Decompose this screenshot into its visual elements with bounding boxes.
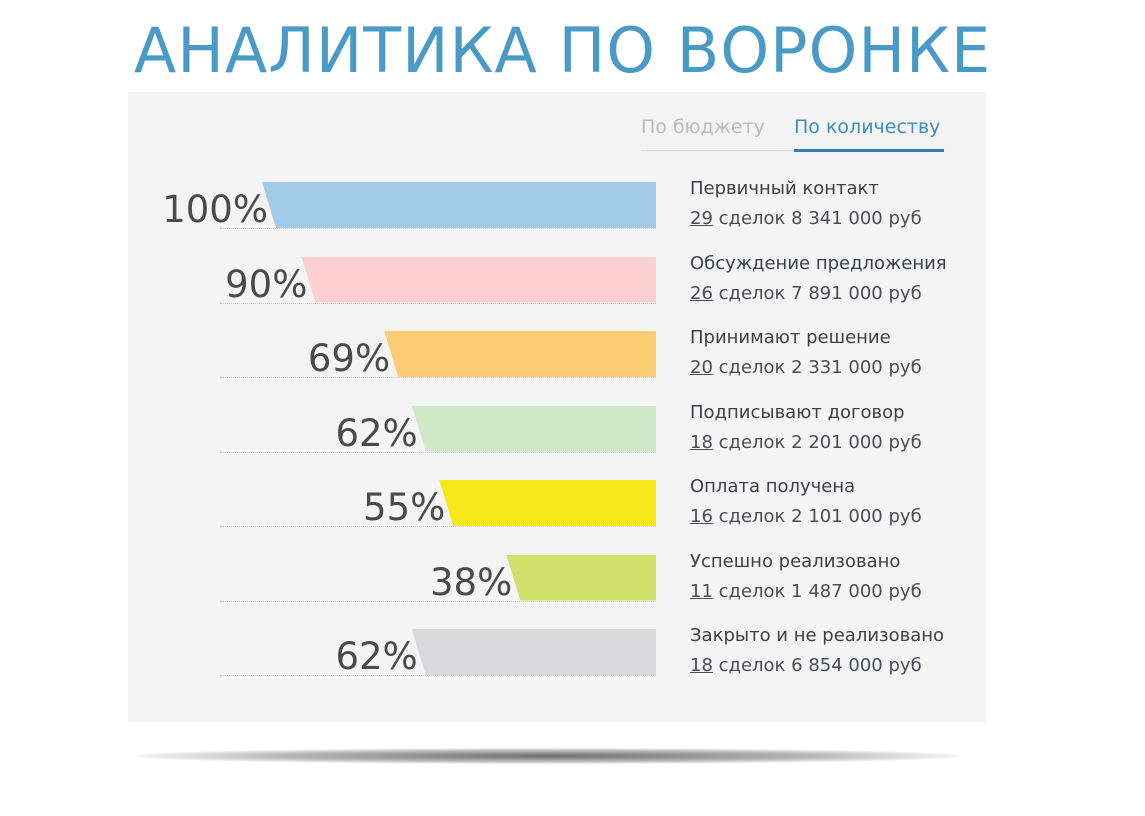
stage-name: Обсуждение предложения	[690, 252, 947, 274]
funnel-bar	[301, 256, 656, 303]
tab-divider	[641, 150, 944, 151]
stage-name: Закрыто и не реализовано	[690, 625, 945, 646]
deals-summary: сделок 2 101 000 руб	[712, 506, 922, 527]
stage-name: Принимают решение	[690, 327, 891, 348]
deals-count-link[interactable]: 18	[690, 655, 713, 676]
stage-name: Оплата получена	[690, 476, 856, 497]
stage-guide-line	[220, 675, 656, 676]
funnel-stages: 100% Первичный контакт 29 сделок 8 341 000…	[128, 92, 986, 722]
deals-count-link[interactable]: 29	[690, 208, 713, 229]
funnel-bar	[411, 405, 656, 452]
funnel-bar	[384, 331, 656, 377]
funnel-bar	[506, 554, 656, 601]
stage-stats: 18 сделок 6 854 000 руб	[690, 655, 922, 676]
stage-stats: 18 сделок 2 201 000 руб	[690, 432, 922, 453]
deals-count-link[interactable]: 20	[690, 357, 713, 378]
funnel-stage: 62% Подписывают договор 18 сделок 2 201 00…	[128, 402, 986, 480]
deals-summary: сделок 2 201 000 руб	[712, 431, 922, 453]
card-shadow	[135, 748, 960, 764]
funnel-stage: 55% Оплата получена 16 сделок 2 101 000 ру…	[128, 476, 986, 554]
stage-stats: 29 сделок 8 341 000 руб	[690, 208, 922, 229]
page-title: АНАЛИТИКА ПО ВОРОНКЕ	[133, 14, 992, 87]
funnel-stage: 62% Закрыто и не реализовано 18 сделок 6 8…	[128, 625, 986, 703]
stage-percent: 55%	[363, 486, 446, 529]
tab-by-count[interactable]: По количеству	[794, 114, 944, 152]
funnel-stage: 69% Принимают решение 20 сделок 2 331 000 …	[128, 327, 986, 405]
tab-by-budget[interactable]: По бюджету	[641, 116, 765, 138]
funnel-bar	[262, 182, 656, 228]
stage-stats: 20 сделок 2 331 000 руб	[690, 357, 922, 378]
stage-guide-line	[220, 228, 656, 229]
stage-guide-line	[220, 451, 656, 453]
stage-percent: 100%	[162, 188, 268, 231]
funnel-stage: 38% Успешно реализовано 11 сделок 1 487 00…	[128, 551, 986, 629]
stage-percent: 90%	[225, 262, 308, 306]
stage-percent: 38%	[430, 560, 513, 604]
stage-name: Первичный контакт	[690, 178, 879, 199]
stage-stats: 26 сделок 7 891 000 руб	[690, 283, 922, 304]
deals-summary: сделок 2 331 000 руб	[712, 357, 922, 378]
stage-guide-line	[220, 526, 656, 527]
stage-name: Подписывают договор	[690, 401, 905, 423]
stage-guide-line	[220, 600, 656, 602]
stage-guide-line	[220, 377, 656, 378]
tab-bar: По бюджету По количеству	[641, 114, 944, 152]
deals-count-link[interactable]: 18	[690, 431, 713, 453]
funnel-bar	[411, 629, 656, 675]
funnel-stage: 100% Первичный контакт 29 сделок 8 341 000…	[128, 178, 986, 256]
deals-summary: сделок 7 891 000 руб	[712, 282, 922, 304]
deals-count-link[interactable]: 11	[690, 580, 713, 602]
stage-stats: 16 сделок 2 101 000 руб	[690, 506, 922, 527]
stage-name: Успешно реализовано	[690, 550, 901, 572]
deals-summary: сделок 6 854 000 руб	[712, 655, 922, 676]
stage-stats: 11 сделок 1 487 000 руб	[690, 581, 922, 602]
deals-count-link[interactable]: 26	[690, 282, 713, 304]
funnel-stage: 90% Обсуждение предложения 26 сделок 7 891…	[128, 253, 986, 331]
stage-percent: 69%	[307, 337, 391, 380]
deals-summary: сделок 1 487 000 руб	[712, 580, 922, 602]
funnel-bar	[439, 480, 656, 526]
funnel-card: По бюджету По количеству 100% Первичный к…	[128, 92, 986, 722]
stage-percent: 62%	[335, 411, 418, 455]
stage-percent: 62%	[335, 635, 418, 678]
stage-guide-line	[220, 302, 656, 304]
deals-count-link[interactable]: 16	[690, 506, 713, 527]
deals-summary: сделок 8 341 000 руб	[712, 208, 922, 229]
